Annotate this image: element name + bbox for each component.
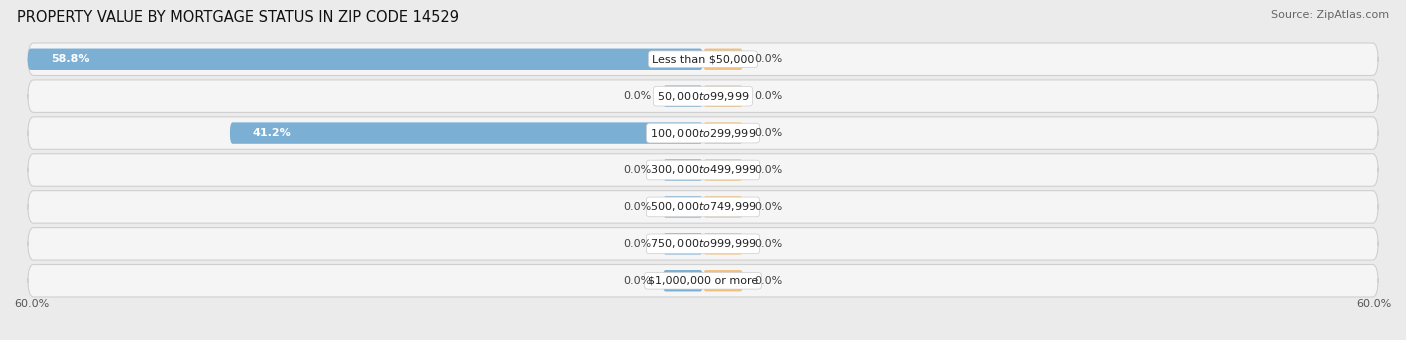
Text: Source: ZipAtlas.com: Source: ZipAtlas.com: [1271, 10, 1389, 20]
FancyBboxPatch shape: [703, 159, 744, 181]
FancyBboxPatch shape: [662, 159, 703, 181]
Text: 0.0%: 0.0%: [623, 276, 651, 286]
FancyBboxPatch shape: [28, 191, 1378, 223]
Text: 0.0%: 0.0%: [755, 54, 783, 64]
FancyBboxPatch shape: [703, 196, 744, 218]
FancyBboxPatch shape: [703, 122, 744, 144]
FancyBboxPatch shape: [28, 154, 1378, 186]
Text: $500,000 to $749,999: $500,000 to $749,999: [650, 200, 756, 214]
Text: 0.0%: 0.0%: [755, 276, 783, 286]
Text: 60.0%: 60.0%: [1357, 299, 1392, 309]
FancyBboxPatch shape: [28, 43, 1378, 75]
FancyBboxPatch shape: [703, 49, 744, 70]
FancyBboxPatch shape: [662, 85, 703, 107]
Text: 60.0%: 60.0%: [14, 299, 49, 309]
Text: PROPERTY VALUE BY MORTGAGE STATUS IN ZIP CODE 14529: PROPERTY VALUE BY MORTGAGE STATUS IN ZIP…: [17, 10, 458, 25]
Text: 58.8%: 58.8%: [51, 54, 90, 64]
Text: $750,000 to $999,999: $750,000 to $999,999: [650, 237, 756, 250]
FancyBboxPatch shape: [231, 122, 703, 144]
FancyBboxPatch shape: [28, 49, 703, 70]
Text: 0.0%: 0.0%: [623, 91, 651, 101]
Text: $1,000,000 or more: $1,000,000 or more: [648, 276, 758, 286]
Text: 0.0%: 0.0%: [755, 91, 783, 101]
Text: 0.0%: 0.0%: [623, 165, 651, 175]
Text: 0.0%: 0.0%: [623, 239, 651, 249]
FancyBboxPatch shape: [703, 233, 744, 255]
FancyBboxPatch shape: [662, 233, 703, 255]
Text: 0.0%: 0.0%: [755, 202, 783, 212]
Text: Less than $50,000: Less than $50,000: [652, 54, 754, 64]
FancyBboxPatch shape: [703, 270, 744, 291]
FancyBboxPatch shape: [662, 196, 703, 218]
FancyBboxPatch shape: [28, 80, 1378, 113]
FancyBboxPatch shape: [662, 270, 703, 291]
Text: $300,000 to $499,999: $300,000 to $499,999: [650, 164, 756, 176]
Text: 0.0%: 0.0%: [623, 202, 651, 212]
FancyBboxPatch shape: [28, 227, 1378, 260]
FancyBboxPatch shape: [28, 117, 1378, 149]
FancyBboxPatch shape: [703, 85, 744, 107]
Text: $100,000 to $299,999: $100,000 to $299,999: [650, 126, 756, 140]
FancyBboxPatch shape: [28, 265, 1378, 297]
Text: $50,000 to $99,999: $50,000 to $99,999: [657, 90, 749, 103]
Text: 0.0%: 0.0%: [755, 165, 783, 175]
Text: 0.0%: 0.0%: [755, 239, 783, 249]
Text: 41.2%: 41.2%: [253, 128, 291, 138]
Text: 0.0%: 0.0%: [755, 128, 783, 138]
